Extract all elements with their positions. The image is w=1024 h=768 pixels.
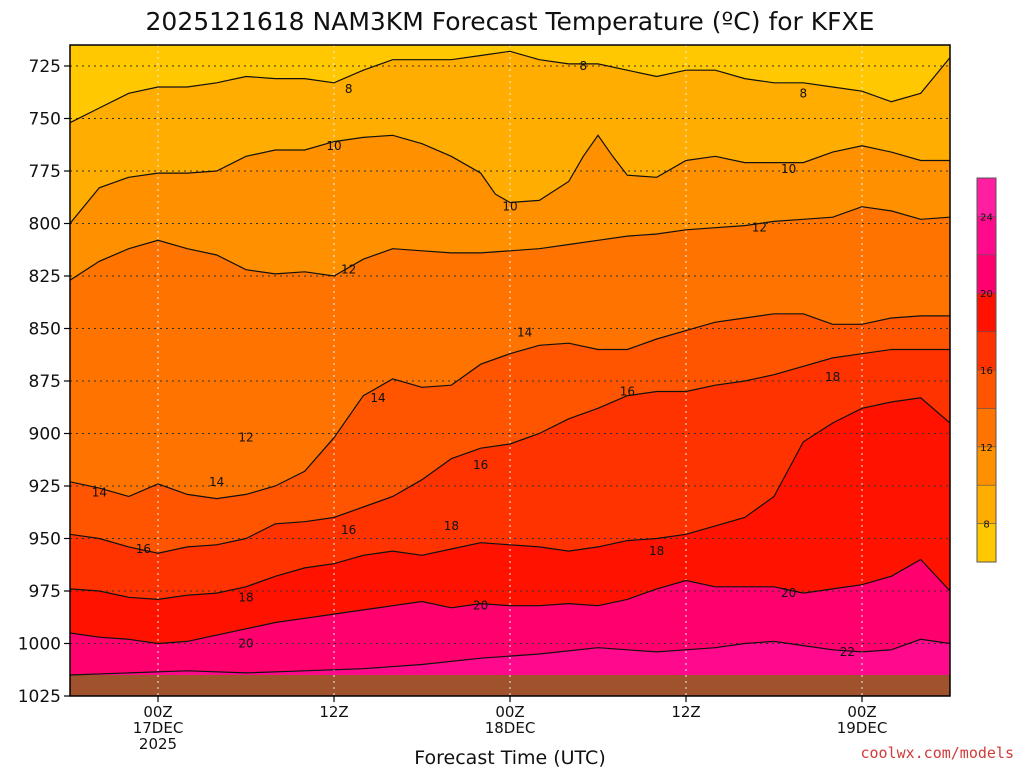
contour-label: 8 (580, 59, 588, 73)
colorbar-segment (977, 293, 996, 333)
contour-line-18 (70, 397, 950, 601)
contour-line-layer (70, 50, 950, 676)
colorbar-tick-label: 8 (983, 520, 989, 531)
contour-label: 16 (341, 523, 356, 537)
x-tick-label: 12Z (319, 703, 348, 721)
contour-label-layer: 8 8 8 10 10 10 12 12 12 14 14 14 14 16 16 16 16 18 18 18 18 2… (92, 59, 855, 659)
ground-surface (70, 675, 950, 696)
colorbar-segment (977, 178, 996, 217)
colorbar-segment (977, 523, 996, 563)
y-tick-label: 775 (29, 162, 61, 182)
colorbar-tick-label: 24 (980, 212, 993, 223)
contour-label: 20 (473, 599, 488, 613)
colorbar-segment (977, 370, 996, 409)
contour-label: 20 (238, 637, 253, 651)
y-tick-label: 850 (29, 320, 61, 340)
colorbar-tick-label: 16 (980, 366, 993, 377)
contour-label: 12 (341, 263, 356, 277)
colorbar-segment (977, 485, 996, 525)
y-tick-label: 800 (29, 215, 61, 235)
colorbar-segment (977, 331, 996, 371)
y-tick-label: 725 (29, 57, 61, 77)
colorbar: 8 12 16 20 24 (976, 177, 997, 563)
y-tick-label: 1000 (18, 635, 61, 655)
contour-label: 18 (444, 519, 459, 533)
colorbar-segment (977, 446, 996, 486)
x-axis-label: Forecast Time (UTC) (414, 747, 605, 768)
contour-line-22 (70, 638, 950, 676)
y-tick-label: 900 (29, 425, 61, 445)
contour-label: 8 (800, 86, 808, 100)
contour-line-10 (70, 134, 950, 224)
y-tick-label: 875 (29, 372, 61, 392)
contour-label: 16 (620, 385, 635, 399)
grid-layer (70, 45, 950, 696)
contour-label: 14 (92, 485, 107, 499)
x-tick-label: 12Z (671, 703, 700, 721)
chart-title: 2025121618 NAM3KM Forecast Temperature (… (146, 7, 875, 36)
contour-label: 10 (326, 139, 341, 153)
x-tick-label: 18DEC (485, 719, 536, 737)
contour-label: 12 (238, 431, 253, 445)
x-tick-label: 17DEC (133, 719, 184, 737)
y-axis: 725 750 775 800 825 850 875 900 925 950 975 1000 102… (18, 57, 70, 707)
contour-label: 12 (752, 221, 767, 235)
colorbar-tick-label: 12 (980, 443, 993, 454)
contour-label: 18 (649, 544, 664, 558)
x-tick-label: 00Z (847, 703, 876, 721)
x-tick-label: 2025 (139, 735, 177, 753)
ground-surface-layer (70, 675, 950, 696)
credit-text: coolwx.com/models (860, 744, 1014, 762)
contour-label: 16 (136, 542, 151, 556)
contour-line-12 (70, 206, 950, 281)
y-tick-label: 1025 (18, 687, 61, 707)
colorbar-segment (977, 216, 996, 256)
contour-line-16 (70, 348, 950, 554)
y-tick-label: 950 (29, 530, 61, 550)
contour-label: 22 (840, 645, 855, 659)
contour-line-8 (70, 50, 950, 124)
colorbar-segment (977, 408, 996, 448)
contour-label: 20 (781, 586, 796, 600)
x-tick-label: 00Z (495, 703, 524, 721)
x-tick-label: 00Z (143, 703, 172, 721)
contour-label: 14 (370, 391, 385, 405)
contour-line-20 (70, 558, 950, 645)
contour-line-14 (70, 313, 950, 500)
contour-label: 8 (345, 82, 353, 96)
contour-label: 18 (825, 370, 840, 384)
contour-label: 18 (238, 590, 253, 604)
contour-label: 10 (781, 162, 796, 176)
contour-label: 10 (502, 200, 517, 214)
contour-label: 14 (517, 326, 532, 340)
contour-label: 16 (473, 458, 488, 472)
y-tick-label: 750 (29, 110, 61, 130)
y-tick-label: 925 (29, 477, 61, 497)
y-tick-label: 975 (29, 582, 61, 602)
colorbar-tick-label: 20 (980, 289, 993, 300)
contour-label: 14 (209, 475, 224, 489)
colorbar-segment (977, 254, 996, 294)
y-tick-label: 825 (29, 267, 61, 287)
x-tick-label: 19DEC (837, 719, 888, 737)
